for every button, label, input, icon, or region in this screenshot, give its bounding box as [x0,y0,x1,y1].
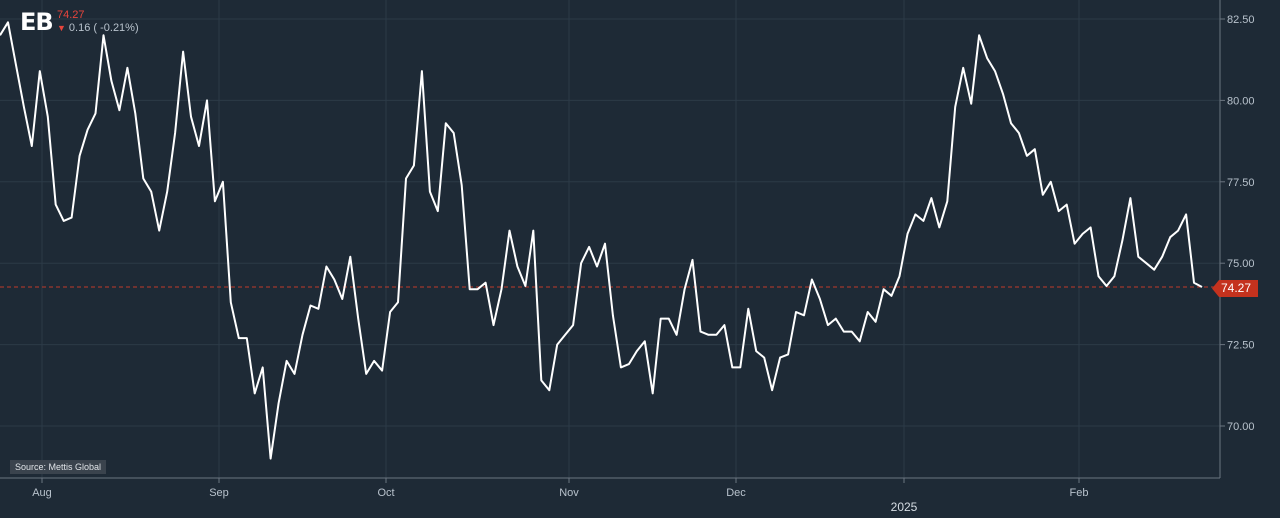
current-price-label: 74.27 [1221,281,1252,295]
y-tick-label: 70.00 [1227,421,1255,433]
x-tick-label: Feb [1070,487,1089,499]
down-arrow-icon: ▼ [57,23,66,33]
x-axis-labels: Aug Sep Oct Nov Dec 2025 Feb [32,478,1088,514]
y-axis-labels: 82.50 80.00 77.50 75.00 72.50 70.00 [1220,14,1255,433]
chart-gridlines [0,0,1220,478]
x-tick-label: Oct [377,487,394,499]
price-change: ▼ 0.16 ( -0.21%) [57,22,139,35]
price-series-line [0,21,1203,460]
source-label: Source: Mettis Global [10,460,107,474]
current-price-tag: 74.27 [1212,280,1258,297]
y-tick-label: 77.50 [1227,177,1255,189]
y-tick-label: 80.00 [1227,95,1255,107]
y-tick-label: 72.50 [1227,340,1255,352]
x-tick-label: Dec [726,487,746,499]
x-tick-label: Aug [32,487,52,499]
price-change-value: 0.16 ( -0.21%) [68,22,139,34]
price-tag-shape [1212,280,1258,297]
y-tick-label: 75.00 [1227,258,1255,270]
x-year-label: 2025 [891,500,918,514]
quote-block: 74.27 ▼ 0.16 ( -0.21%) [57,9,139,35]
y-tick-label: 82.50 [1227,14,1255,26]
x-tick-label: Sep [209,487,229,499]
ticker-symbol: EB [20,8,54,36]
last-price: 74.27 [57,9,85,21]
x-tick-label: Nov [559,487,579,499]
